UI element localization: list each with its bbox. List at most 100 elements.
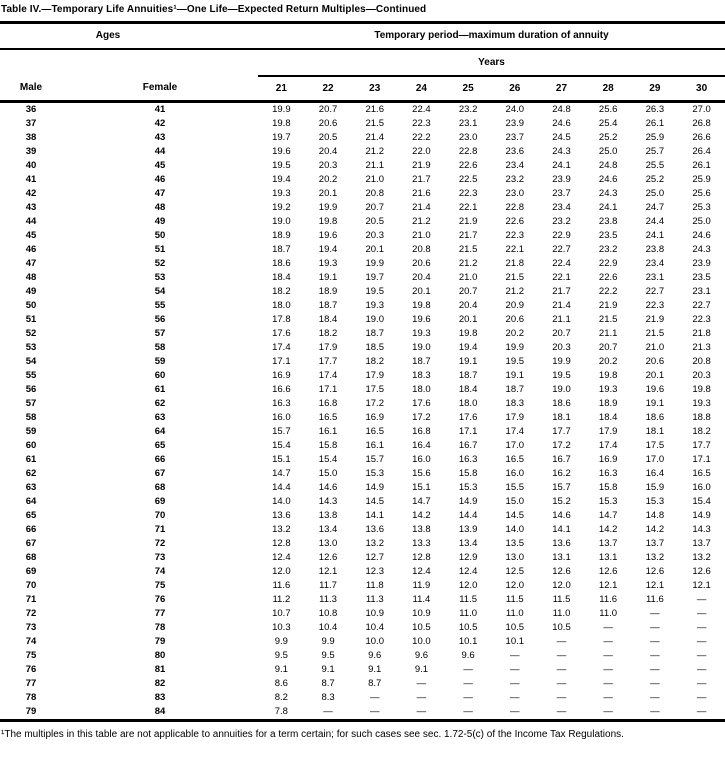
male-age-cell: 55: [25, 370, 37, 381]
multiple-value-cell: 13.6: [365, 524, 384, 535]
multiple-value-cell: 11.2: [272, 594, 291, 605]
multiple-value-cell: 13.7: [645, 538, 665, 549]
multiple-value-cell: 11.3: [319, 594, 337, 605]
multiple-value-cell: 10.5: [505, 622, 525, 633]
table-row: 40 45 19.5 20.3 21.1 21.9 22.6 23.4 24.1 24.8 25.5…: [0, 159, 725, 173]
multiple-value-cell: 9.1: [321, 664, 335, 675]
multiple-value-cell: 13.3: [412, 538, 431, 549]
multiple-value-cell: 11.6: [272, 580, 291, 591]
multiple-value-cell: 16.1: [318, 426, 338, 437]
multiple-value-cell: 24.3: [552, 146, 571, 157]
female-age-cell: 75: [154, 580, 166, 591]
female-age-cell: 78: [154, 622, 166, 633]
multiple-value-cell: 14.8: [645, 510, 665, 521]
multiple-value-cell: 23.7: [552, 188, 571, 199]
table-row: 46 51 18.7 19.4 20.1 20.8 21.5 22.1 22.7 23.2 23.8…: [0, 243, 725, 257]
multiple-value-cell: 19.3: [365, 300, 384, 311]
multiple-value-cell: 17.4: [598, 440, 618, 451]
multiple-value-cell: 20.4: [318, 146, 338, 157]
multiple-value-cell: —: [603, 664, 613, 675]
male-age-cell: 41: [25, 174, 37, 185]
multiple-value-cell: 16.4: [645, 468, 665, 479]
multiple-value-cell: 16.5: [365, 426, 384, 437]
multiple-value-cell: 12.3: [365, 566, 384, 577]
multiple-value-cell: 20.3: [318, 160, 338, 171]
female-age-cell: 76: [154, 594, 166, 605]
multiple-value-cell: 17.2: [412, 412, 431, 423]
male-age-cell: 49: [25, 286, 37, 297]
male-age-cell: 44: [25, 216, 37, 227]
female-age-cell: 84: [154, 706, 166, 717]
multiple-value-cell: —: [510, 664, 520, 675]
multiple-value-cell: 16.8: [412, 426, 431, 437]
female-age-cell: 52: [154, 258, 166, 269]
multiple-value-cell: 12.4: [458, 566, 478, 577]
multiple-value-cell: 19.7: [365, 272, 384, 283]
multiple-value-cell: 19.5: [505, 356, 525, 367]
table-row: 75 80 9.5 9.5 9.6 9.6 9.6 — — — — —: [0, 649, 725, 663]
multiple-value-cell: 14.4: [272, 482, 291, 493]
male-age-cell: 45: [25, 230, 37, 241]
multiple-value-cell: 9.6: [368, 650, 382, 661]
multiple-value-cell: 10.4: [365, 622, 384, 633]
multiple-value-cell: 20.3: [552, 342, 571, 353]
multiple-value-cell: 19.8: [692, 384, 711, 395]
multiple-value-cell: 23.8: [598, 216, 618, 227]
multiple-value-cell: 20.7: [552, 328, 571, 339]
multiple-value-cell: 21.6: [412, 188, 431, 199]
male-age-cell: 52: [25, 328, 37, 339]
multiple-value-cell: 8.6: [274, 678, 288, 689]
multiple-value-cell: 12.8: [412, 552, 431, 563]
multiple-value-cell: 21.0: [458, 272, 478, 283]
multiple-value-cell: 25.6: [598, 104, 618, 115]
multiple-value-cell: 19.0: [552, 384, 571, 395]
female-age-cell: 61: [154, 384, 166, 395]
multiple-value-cell: 18.2: [318, 328, 338, 339]
multiple-value-cell: 19.8: [412, 300, 431, 311]
table-row: 49 54 18.2 18.9 19.5 20.1 20.7 21.2 21.7 22.2 22.7…: [0, 285, 725, 299]
multiple-value-cell: —: [696, 608, 707, 619]
multiple-value-cell: 10.7: [272, 608, 291, 619]
multiple-value-cell: 17.6: [458, 412, 478, 423]
female-age-cell: 54: [154, 286, 166, 297]
male-age-cell: 59: [25, 426, 37, 437]
table-row: 53 58 17.4 17.9 18.5 19.0 19.4 19.9 20.3 20.7 21.0…: [0, 341, 725, 355]
table-row: 64 69 14.0 14.3 14.5 14.7 14.9 15.0 15.2 15.3 15.3…: [0, 495, 725, 509]
table-row: 41 46 19.4 20.2 21.0 21.7 22.5 23.2 23.9 24.6 25.2…: [0, 173, 725, 187]
multiple-value-cell: 23.1: [692, 286, 711, 297]
multiple-value-cell: 25.7: [645, 146, 665, 157]
multiple-value-cell: 11.0: [552, 608, 571, 619]
multiple-value-cell: 24.8: [598, 160, 618, 171]
male-age-cell: 76: [25, 664, 37, 675]
multiple-value-cell: 15.3: [458, 482, 478, 493]
multiple-value-cell: 25.4: [598, 118, 618, 129]
multiple-value-cell: 24.6: [552, 118, 571, 129]
group-header-row: Ages Temporary period—maximum duration o…: [0, 22, 725, 50]
multiple-value-cell: 16.0: [692, 482, 711, 493]
multiple-value-cell: 22.1: [552, 272, 571, 283]
multiple-value-cell: 16.5: [318, 412, 338, 423]
multiple-value-cell: —: [463, 678, 473, 689]
multiple-value-cell: 21.1: [598, 328, 618, 339]
multiple-value-cell: 13.6: [552, 538, 571, 549]
multiple-value-cell: —: [603, 622, 613, 633]
multiple-value-cell: —: [416, 706, 427, 717]
multiple-value-cell: 18.7: [505, 384, 525, 395]
multiple-value-cell: 21.4: [365, 132, 384, 143]
multiple-value-cell: —: [556, 678, 567, 689]
multiple-value-cell: 14.2: [645, 524, 665, 535]
multiple-value-cell: 16.0: [272, 412, 291, 423]
female-age-cell: 42: [154, 118, 166, 129]
multiple-value-cell: 19.3: [412, 328, 431, 339]
multiple-value-cell: 18.7: [412, 356, 431, 367]
multiple-value-cell: —: [696, 678, 707, 689]
multiple-value-cell: 13.2: [365, 538, 384, 549]
multiple-value-cell: 16.3: [272, 398, 291, 409]
multiple-value-cell: 13.2: [645, 552, 665, 563]
female-age-cell: 73: [154, 552, 166, 563]
multiple-value-cell: 20.8: [365, 188, 384, 199]
multiple-value-cell: 10.1: [458, 636, 478, 647]
table-row: 48 53 18.4 19.1 19.7 20.4 21.0 21.5 22.1 22.6 23.1…: [0, 271, 725, 285]
multiple-value-cell: 22.6: [505, 216, 525, 227]
multiple-value-cell: 19.5: [272, 160, 291, 171]
